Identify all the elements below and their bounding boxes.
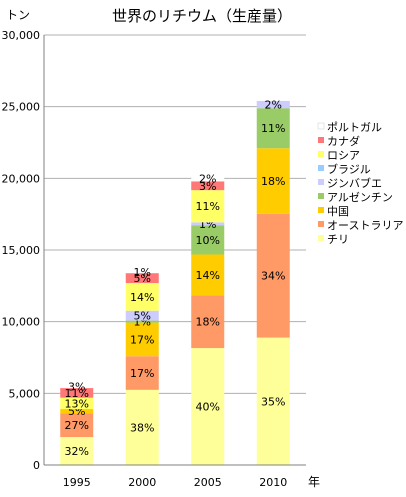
y-tick-label: 5,000 bbox=[9, 387, 41, 400]
y-axis-unit: トン bbox=[6, 8, 30, 22]
legend-label: ロシア bbox=[327, 149, 360, 162]
segment-label: 14% bbox=[130, 291, 154, 304]
y-tick-label: 15,000 bbox=[2, 244, 41, 257]
bar-segment bbox=[191, 348, 225, 465]
legend-label: オーストラリア bbox=[327, 219, 403, 232]
bars: 32%27%5%13%11%3%38%17%17%1%5%14%5%1%40%1… bbox=[60, 99, 290, 465]
y-tick-label: 0 bbox=[33, 459, 40, 472]
legend-label: ブラジル bbox=[327, 162, 371, 176]
legend-swatch bbox=[318, 137, 324, 143]
x-axis-unit: 年 bbox=[308, 475, 320, 489]
legend-swatch bbox=[318, 165, 324, 171]
bar-segment bbox=[191, 222, 225, 226]
segment-label: 13% bbox=[65, 397, 89, 410]
legend-label: ジンバブエ bbox=[327, 176, 382, 190]
segment-label: 35% bbox=[261, 395, 285, 408]
bar-segment bbox=[125, 271, 159, 274]
bar-segment bbox=[60, 437, 94, 465]
x-tick-labels: 1995 2000 2005 2010 bbox=[63, 476, 288, 489]
bar-segment bbox=[60, 388, 94, 398]
legend-swatch bbox=[317, 122, 325, 130]
x-tick-label: 1995 bbox=[63, 476, 91, 489]
bar-segment bbox=[191, 181, 225, 191]
legend-swatch bbox=[318, 235, 324, 241]
legend-swatch bbox=[318, 179, 324, 185]
legend-label: アルゼンチン bbox=[327, 191, 393, 204]
segment-label: 5% bbox=[134, 272, 151, 285]
segment-label: 10% bbox=[196, 234, 220, 247]
segment-label: 11% bbox=[65, 387, 89, 400]
bar-segment bbox=[191, 190, 225, 223]
bar-segment bbox=[125, 389, 159, 465]
segment-label: 18% bbox=[261, 175, 285, 188]
segment-label: 2% bbox=[265, 99, 282, 112]
axes bbox=[43, 35, 306, 466]
legend-swatch bbox=[318, 193, 324, 199]
legend-label: カナダ bbox=[327, 134, 360, 148]
segment-label: 27% bbox=[65, 419, 89, 432]
segment-label: 17% bbox=[130, 333, 154, 346]
legend-label: 中国 bbox=[327, 205, 349, 218]
y-tick-label: 20,000 bbox=[2, 172, 41, 185]
segment-label: 3% bbox=[68, 381, 85, 394]
bar-segment bbox=[191, 254, 225, 296]
legend-swatch bbox=[318, 221, 324, 227]
segment-label: 11% bbox=[196, 200, 220, 213]
bar-segment bbox=[256, 100, 290, 109]
bar-segment bbox=[191, 295, 225, 349]
y-tick-label: 10,000 bbox=[2, 316, 41, 329]
legend-swatch bbox=[318, 207, 324, 213]
chart-title: 世界のリチウム（生産量） bbox=[112, 7, 292, 25]
bar-segment bbox=[60, 385, 94, 389]
y-tick-label: 25,000 bbox=[2, 101, 41, 114]
segment-label: 17% bbox=[130, 367, 154, 380]
segment-label: 34% bbox=[261, 270, 285, 283]
y-tick-label: 30,000 bbox=[2, 29, 41, 42]
bar-segment bbox=[256, 213, 290, 338]
segment-label: 18% bbox=[196, 316, 220, 329]
segment-label: 2% bbox=[199, 172, 216, 185]
legend-swatch bbox=[318, 151, 324, 157]
segment-label: 14% bbox=[196, 269, 220, 282]
bar-segment bbox=[60, 413, 94, 438]
bar-segment bbox=[256, 108, 290, 149]
x-tick-label: 2005 bbox=[194, 476, 222, 489]
x-tick-label: 2000 bbox=[128, 476, 156, 489]
bar-segment bbox=[125, 356, 159, 390]
y-tick-labels: 0 5,000 10,000 15,000 20,000 25,000 30,000 bbox=[2, 29, 41, 472]
bar-segment bbox=[125, 283, 159, 311]
x-tick-label: 2010 bbox=[259, 476, 287, 489]
segment-label: 11% bbox=[261, 122, 285, 135]
bar-segment bbox=[60, 409, 94, 414]
bar-segment bbox=[256, 148, 290, 214]
legend-label: チリ bbox=[327, 233, 349, 246]
segment-label: 38% bbox=[130, 421, 154, 434]
segment-label: 1% bbox=[134, 266, 151, 279]
bar-segment bbox=[125, 273, 159, 284]
bar-segment bbox=[125, 320, 159, 323]
bar-segment bbox=[191, 225, 225, 255]
bar-segment bbox=[191, 175, 225, 182]
bar-segment bbox=[125, 310, 159, 321]
bar-segment bbox=[256, 337, 290, 465]
legend-label: ポルトガル bbox=[327, 121, 382, 134]
segment-label: 32% bbox=[65, 445, 89, 458]
bar-segment bbox=[60, 397, 94, 410]
segment-label: 40% bbox=[196, 401, 220, 414]
segment-label: 3% bbox=[199, 180, 216, 193]
bar-segment bbox=[125, 322, 159, 357]
segment-label: 5% bbox=[134, 310, 151, 323]
